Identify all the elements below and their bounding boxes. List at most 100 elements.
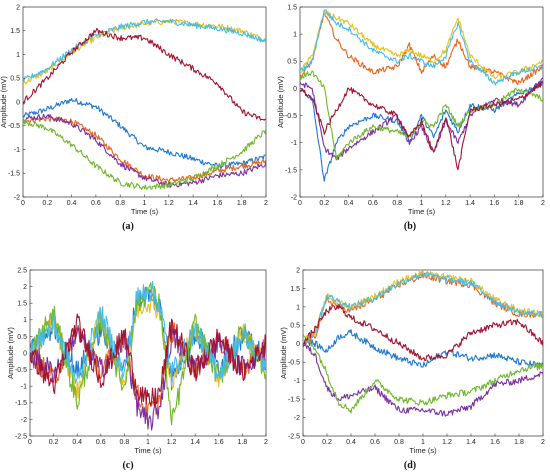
series-line-1 [303, 329, 543, 368]
x-tick-label: 0.6 [91, 200, 101, 207]
y-tick-label: -2.5 [15, 433, 27, 440]
x-tick-label: 0.2 [319, 200, 329, 207]
y-tick-label: 0 [16, 99, 20, 106]
y-tick-label: 0 [293, 86, 297, 93]
x-tick-label: 0 [28, 439, 32, 446]
y-tick-label: 0.5 [10, 76, 20, 83]
x-tick-label: 0.2 [49, 439, 59, 446]
series-line-7 [300, 80, 543, 171]
x-axis-label: Time (s) [131, 207, 159, 216]
x-tick-label: 0 [298, 200, 302, 207]
y-axis-label: Amplitude (mV) [276, 76, 285, 128]
y-tick-label: -1.5 [285, 167, 297, 174]
y-tick-label: -1 [21, 384, 27, 391]
y-tick-label: 0 [23, 350, 27, 357]
x-axis-label: Time (s) [408, 207, 436, 216]
x-tick-label: 0.4 [346, 439, 356, 446]
x-tick-label: 0.4 [67, 200, 77, 207]
series-line-5 [23, 118, 266, 191]
y-tick-label: 1 [23, 317, 27, 324]
y-tick-label: -1 [14, 147, 20, 154]
y-tick-label: 1 [293, 32, 297, 39]
y-tick-label: -0.5 [15, 367, 27, 374]
x-tick-label: 1.6 [490, 439, 500, 446]
panel-label: (c) [122, 460, 133, 471]
x-tick-label: 1 [143, 200, 147, 207]
panel-label: (d) [404, 460, 416, 471]
y-tick-label: 0.5 [290, 323, 300, 330]
y-tick-label: -2.5 [288, 433, 300, 440]
x-tick-label: 1.2 [441, 200, 451, 207]
traces [303, 270, 543, 417]
series-line-4 [23, 113, 266, 188]
x-tick-label: 1 [421, 439, 425, 446]
panel-3: 0 0.2 0.4 0.6 0.8 1 1.2 1.4 1.6 1.8 2 -2.5 -2 -1.5 -1 -… [6, 267, 268, 471]
series-line-7 [303, 303, 543, 362]
x-tick-label: 0.6 [96, 439, 106, 446]
x-tick-label: 0 [301, 439, 305, 446]
panel-1: 0 0.2 0.4 0.6 0.8 1 1.2 1.4 1.6 1.8 2 -2 -1.5 -1 -0.5 0… [0, 4, 268, 232]
x-tick-label: 2 [264, 439, 268, 446]
y-tick-label: 2 [296, 267, 300, 274]
x-tick-label: 1.4 [190, 439, 200, 446]
panel-4: 0 0.2 0.4 0.6 0.8 1 1.2 1.4 1.6 1.8 2 -2.5 -2 -1.5 -1 -… [279, 267, 545, 471]
panel-2: 0 0.2 0.4 0.6 0.8 1 1.2 1.4 1.6 1.8 2 -2 -1.5 -1 -0.5 0… [276, 4, 545, 232]
y-tick-label: -2 [21, 417, 27, 424]
series-line-6 [300, 9, 543, 86]
y-tick-label: -1 [291, 140, 297, 147]
y-tick-label: 2 [16, 4, 20, 11]
y-tick-label: -2 [294, 415, 300, 422]
x-tick-label: 1.8 [237, 200, 247, 207]
y-tick-label: 1 [296, 304, 300, 311]
series-line-5 [303, 333, 543, 414]
panel-label: (a) [122, 221, 134, 232]
series-line-4 [303, 343, 543, 417]
x-tick-label: 1.6 [213, 200, 223, 207]
traces [30, 281, 266, 431]
y-tick-label: 1.5 [17, 301, 27, 308]
x-tick-label: 0.6 [370, 439, 380, 446]
x-tick-label: 0.8 [120, 439, 130, 446]
y-tick-label: -1.5 [15, 400, 27, 407]
x-tick-label: 1.4 [465, 200, 475, 207]
series-line-7 [23, 27, 266, 121]
x-tick-label: 1 [420, 200, 424, 207]
x-tick-label: 0.2 [42, 200, 52, 207]
x-tick-label: 2 [541, 200, 545, 207]
y-tick-label: -1 [294, 378, 300, 385]
traces [300, 9, 543, 182]
y-tick-label: 1.5 [290, 286, 300, 293]
y-tick-label: -2 [14, 194, 20, 201]
x-tick-label: 1.4 [466, 439, 476, 446]
traces [23, 18, 266, 191]
y-tick-label: -1.5 [288, 397, 300, 404]
y-tick-label: 2 [23, 284, 27, 291]
y-tick-label: 1 [16, 52, 20, 59]
x-tick-label: 1.6 [490, 200, 500, 207]
x-axis-label: Time (s) [409, 446, 437, 455]
x-tick-label: 1.4 [188, 200, 198, 207]
x-tick-label: 0.6 [368, 200, 378, 207]
y-tick-label: -2 [291, 194, 297, 201]
y-tick-label: 1.5 [10, 28, 20, 35]
series-line-3 [300, 9, 543, 80]
y-tick-label: 0.5 [287, 59, 297, 66]
x-axis-label: Time (s) [134, 446, 162, 455]
x-tick-label: 0.2 [322, 439, 332, 446]
y-tick-label: 1.5 [287, 4, 297, 11]
x-tick-label: 1.2 [164, 200, 174, 207]
series-line-6 [30, 281, 266, 384]
x-tick-label: 0.8 [392, 200, 402, 207]
x-tick-label: 0 [21, 200, 25, 207]
y-tick-label: -0.5 [8, 123, 20, 130]
x-tick-label: 0.4 [72, 439, 82, 446]
x-tick-label: 1.8 [238, 439, 248, 446]
series-line-3 [23, 18, 266, 85]
x-tick-label: 2 [541, 439, 545, 446]
x-tick-label: 0.8 [394, 439, 404, 446]
x-tick-label: 1.6 [214, 439, 224, 446]
x-tick-label: 1.2 [442, 439, 452, 446]
y-tick-label: -0.5 [285, 113, 297, 120]
series-line-7 [30, 313, 266, 407]
